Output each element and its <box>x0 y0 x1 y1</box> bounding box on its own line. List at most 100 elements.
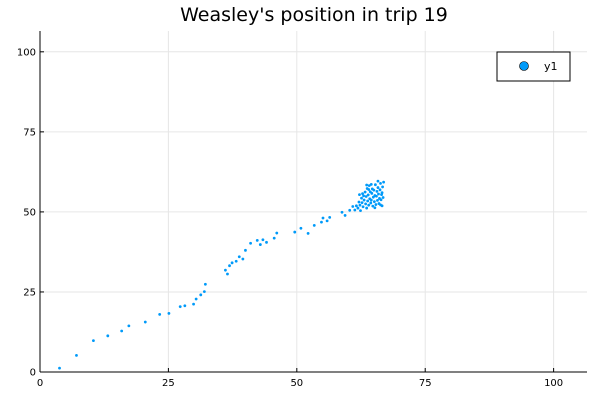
data-point <box>360 201 364 205</box>
data-point <box>372 188 376 192</box>
grid <box>39 31 587 373</box>
data-point <box>367 188 371 191</box>
data-point <box>92 339 95 343</box>
data-point <box>367 184 371 188</box>
data-point <box>365 206 369 210</box>
data-point <box>75 353 78 357</box>
data-point <box>357 200 361 204</box>
data-point <box>143 320 147 324</box>
data-point <box>306 231 310 235</box>
data-point <box>127 324 131 328</box>
data-point <box>374 203 378 206</box>
data-point <box>353 208 357 212</box>
data-point <box>361 192 364 196</box>
data-point <box>237 255 241 259</box>
data-point <box>106 334 110 338</box>
data-point <box>343 214 347 217</box>
y-tick-label-2: 50 <box>23 207 36 218</box>
data-point <box>120 329 124 333</box>
x-tick-label-0: 0 <box>37 378 43 389</box>
data-point <box>369 182 373 186</box>
data-point <box>234 259 238 263</box>
data-point <box>299 226 303 230</box>
data-point <box>360 196 363 200</box>
data-point <box>249 241 252 245</box>
data-point <box>381 185 384 189</box>
data-point <box>375 190 379 193</box>
x-tick-label-2: 50 <box>290 378 303 389</box>
data-point <box>241 257 245 261</box>
data-point <box>228 264 231 268</box>
data-point <box>362 194 365 198</box>
data-point <box>370 191 374 195</box>
data-point <box>230 261 234 265</box>
data-point <box>380 191 384 195</box>
data-point <box>369 201 373 205</box>
data-point <box>351 205 355 208</box>
data-point <box>202 290 206 294</box>
data-point <box>224 268 227 272</box>
data-point <box>371 204 375 208</box>
data-point <box>199 293 203 297</box>
data-point <box>362 198 366 202</box>
y-tick-label-1: 25 <box>23 287 36 298</box>
data-point <box>293 230 297 234</box>
data-point <box>379 182 382 185</box>
data-point <box>364 202 368 206</box>
data-point <box>272 236 276 240</box>
data-point <box>375 194 378 198</box>
data-point <box>203 282 207 286</box>
y-tick-label-3: 75 <box>23 127 36 138</box>
data-point <box>376 186 380 189</box>
data-point <box>356 206 360 210</box>
data-point <box>325 219 329 223</box>
data-point <box>366 199 370 203</box>
data-point <box>183 304 187 308</box>
data-point <box>376 179 380 183</box>
data-point <box>358 193 361 197</box>
legend: y1 <box>496 51 571 82</box>
y-tick-label-4: 100 <box>17 47 36 58</box>
data-point <box>255 239 259 242</box>
data-point <box>381 196 385 199</box>
data-point <box>265 240 268 244</box>
axes: 0 25 50 75 100 0 25 50 75 100 <box>17 31 587 389</box>
data-point <box>258 243 262 246</box>
data-point <box>320 220 323 224</box>
data-point <box>378 188 382 192</box>
data-points <box>58 179 386 370</box>
data-point <box>226 272 229 276</box>
data-point <box>367 203 371 207</box>
data-point <box>312 223 316 227</box>
x-tick-label-4: 100 <box>544 378 563 389</box>
data-point <box>376 198 379 202</box>
data-point <box>365 183 369 187</box>
data-point <box>373 183 377 187</box>
data-point <box>348 208 352 212</box>
data-point <box>340 210 344 214</box>
legend-marker <box>519 61 529 71</box>
data-point <box>373 206 377 210</box>
data-point <box>328 215 332 219</box>
data-point <box>194 297 198 301</box>
data-point <box>366 193 370 197</box>
data-point <box>354 204 358 208</box>
data-point <box>363 190 367 194</box>
data-point <box>358 203 362 207</box>
data-point <box>372 200 376 204</box>
data-point <box>382 180 386 184</box>
data-point <box>192 302 195 306</box>
data-point <box>369 198 373 202</box>
data-point <box>244 248 247 252</box>
data-point <box>379 198 383 202</box>
data-point <box>58 366 61 370</box>
y-tick-label-0: 0 <box>30 368 36 379</box>
data-point <box>261 238 265 242</box>
data-point <box>377 192 380 196</box>
data-point <box>359 209 362 213</box>
data-point <box>379 203 382 207</box>
legend-box <box>496 51 571 82</box>
legend-label-y1: y1 <box>544 60 558 73</box>
data-point <box>167 312 171 315</box>
